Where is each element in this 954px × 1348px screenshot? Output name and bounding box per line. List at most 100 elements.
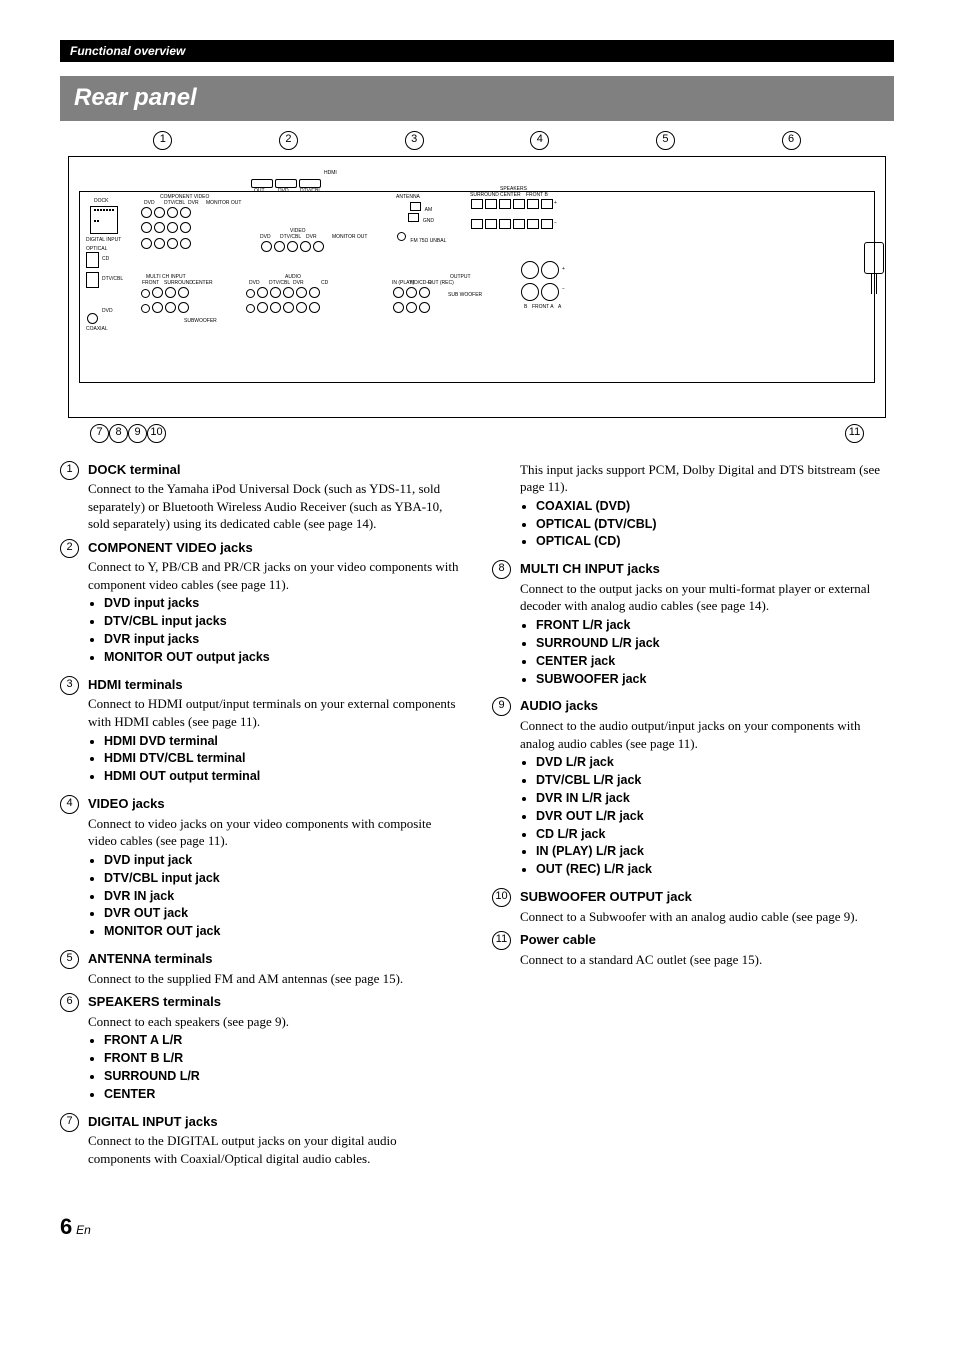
bullet: HDMI DVD terminal (104, 733, 462, 750)
item-desc: This input jacks support PCM, Dolby Digi… (520, 461, 894, 496)
left-column: 1DOCK terminalConnect to the Yamaha iPod… (60, 461, 462, 1174)
bullet: OPTICAL (DTV/CBL) (536, 516, 894, 533)
callout-row-top: 1 2 3 4 5 6 (60, 131, 894, 150)
item-desc: Connect to the output jacks on your mult… (520, 580, 894, 615)
callout-row-bottom: 7 8 9 10 11 (60, 424, 894, 443)
item-bullets: DVD input jacksDTV/CBL input jacksDVR in… (88, 595, 462, 666)
bullet: DVD input jack (104, 852, 462, 869)
callout-num: 10 (147, 424, 166, 443)
desc-item: 3 HDMI terminalsConnect to HDMI output/in… (60, 676, 462, 791)
page-number: 6 (60, 1214, 72, 1239)
bullet: DVR IN L/R jack (536, 790, 894, 807)
desc-item-cont: This input jacks support PCM, Dolby Digi… (492, 461, 894, 557)
callout-num: 9 (128, 424, 147, 443)
bullet: SUBWOOFER jack (536, 671, 894, 688)
desc-item: 5 ANTENNA terminals Connect to the supplie… (60, 950, 462, 989)
bullet: SURROUND L/R jack (536, 635, 894, 652)
item-desc: Connect to HDMI output/input terminals o… (88, 695, 462, 730)
bullet: DVD L/R jack (536, 754, 894, 771)
item-number: 11 (492, 931, 511, 950)
item-heading: VIDEO jacks (88, 795, 462, 813)
item-heading: MULTI CH INPUT jacks (520, 560, 894, 578)
callout-num: 7 (90, 424, 109, 443)
item-heading: SUBWOOFER OUTPUT jack (520, 888, 894, 906)
bullet: DTV/CBL input jack (104, 870, 462, 887)
item-bullets: HDMI DVD terminalHDMI DTV/CBL terminalHD… (88, 733, 462, 786)
bullet: FRONT A L/R (104, 1032, 462, 1049)
item-number: 8 (492, 560, 511, 579)
item-number: 10 (492, 888, 511, 907)
item-number: 2 (60, 539, 79, 558)
item-heading: HDMI terminals (88, 676, 462, 694)
item-heading: ANTENNA terminals (88, 950, 462, 968)
item-desc: Connect to each speakers (see page 9). (88, 1013, 462, 1031)
item-heading: DOCK terminal (88, 461, 462, 479)
item-bullets: DVD input jackDTV/CBL input jackDVR IN j… (88, 852, 462, 940)
callout-num: 3 (405, 131, 424, 150)
item-desc: Connect to a Subwoofer with an analog au… (520, 908, 894, 926)
item-heading: DIGITAL INPUT jacks (88, 1113, 462, 1131)
page-footer: 6 En (60, 1212, 894, 1242)
desc-item: 6SPEAKERS terminalsConnect to each speak… (60, 993, 462, 1109)
desc-item: 1DOCK terminalConnect to the Yamaha iPod… (60, 461, 462, 535)
bullet: HDMI DTV/CBL terminal (104, 750, 462, 767)
rear-panel-illustration: DOCK DIGITAL INPUT OPTICAL CD DTV/CBL CO… (68, 156, 886, 418)
desc-item: 11 Power cable Connect to a standard AC ou… (492, 931, 894, 970)
desc-item: 9AUDIO jacksConnect to the audio output/… (492, 697, 894, 884)
item-number: 5 (60, 950, 79, 969)
bullet: DVR input jacks (104, 631, 462, 648)
item-desc: Connect to video jacks on your video com… (88, 815, 462, 850)
description-columns: 1DOCK terminalConnect to the Yamaha iPod… (60, 461, 894, 1174)
callout-num: 5 (656, 131, 675, 150)
bullet: CENTER jack (536, 653, 894, 670)
page-lang: En (76, 1223, 91, 1237)
bullet: DTV/CBL input jacks (104, 613, 462, 630)
item-number: 1 (60, 461, 79, 480)
desc-item: 8 MULTI CH INPUT jacks Connect to the outp… (492, 560, 894, 693)
right-column: This input jacks support PCM, Dolby Digi… (492, 461, 894, 1174)
item-number: 9 (492, 697, 511, 716)
item-heading: AUDIO jacks (520, 697, 894, 715)
bullet: COAXIAL (DVD) (536, 498, 894, 515)
item-number: 7 (60, 1113, 79, 1132)
desc-item: 10 SUBWOOFER OUTPUT jack Connect to a Subw… (492, 888, 894, 927)
bullet: MONITOR OUT output jacks (104, 649, 462, 666)
item-desc: Connect to Y, PB/CB and PR/CR jacks on y… (88, 558, 462, 593)
section-header: Functional overview (60, 40, 894, 62)
item-number: 6 (60, 993, 79, 1012)
bullet: SURROUND L/R (104, 1068, 462, 1085)
bullet: DTV/CBL L/R jack (536, 772, 894, 789)
bullet: IN (PLAY) L/R jack (536, 843, 894, 860)
item-heading: COMPONENT VIDEO jacks (88, 539, 462, 557)
item-desc: Connect to a standard AC outlet (see pag… (520, 951, 894, 969)
bullet: OPTICAL (CD) (536, 533, 894, 550)
rear-panel-diagram: 1 2 3 4 5 6 DOCK DIGITAL INPUT OPTICAL (60, 131, 894, 443)
item-bullets: FRONT L/R jackSURROUND L/R jackCENTER ja… (520, 617, 894, 688)
item-desc: Connect to the supplied FM and AM antenn… (88, 970, 462, 988)
item-heading: Power cable (520, 931, 894, 949)
bullet: DVR IN jack (104, 888, 462, 905)
desc-item: 2 COMPONENT VIDEO jacksConnect to Y, PB/C… (60, 539, 462, 672)
callout-num: 8 (109, 424, 128, 443)
page-title: Rear panel (60, 76, 894, 120)
desc-item: 4 VIDEO jacks Connect to video jacks on yo… (60, 795, 462, 946)
callout-num: 2 (279, 131, 298, 150)
item-number: 3 (60, 676, 79, 695)
bullet: MONITOR OUT jack (104, 923, 462, 940)
item-bullets: FRONT A L/RFRONT B L/RSURROUND L/RCENTER (88, 1032, 462, 1103)
item-bullets: DVD L/R jackDTV/CBL L/R jackDVR IN L/R j… (520, 754, 894, 878)
bullet: FRONT B L/R (104, 1050, 462, 1067)
bullet: OUT (REC) L/R jack (536, 861, 894, 878)
bullet: CENTER (104, 1086, 462, 1103)
bullet: HDMI OUT output terminal (104, 768, 462, 785)
item-desc: Connect to the DIGITAL output jacks on y… (88, 1132, 462, 1167)
desc-item: 7 DIGITAL INPUT jacksConnect to the DIGIT… (60, 1113, 462, 1170)
bullet: CD L/R jack (536, 826, 894, 843)
item-number: 4 (60, 795, 79, 814)
bullet: DVR OUT L/R jack (536, 808, 894, 825)
callout-num: 6 (782, 131, 801, 150)
callout-num: 1 (153, 131, 172, 150)
bullet: DVD input jacks (104, 595, 462, 612)
callout-num: 11 (845, 424, 864, 443)
callout-num: 4 (530, 131, 549, 150)
